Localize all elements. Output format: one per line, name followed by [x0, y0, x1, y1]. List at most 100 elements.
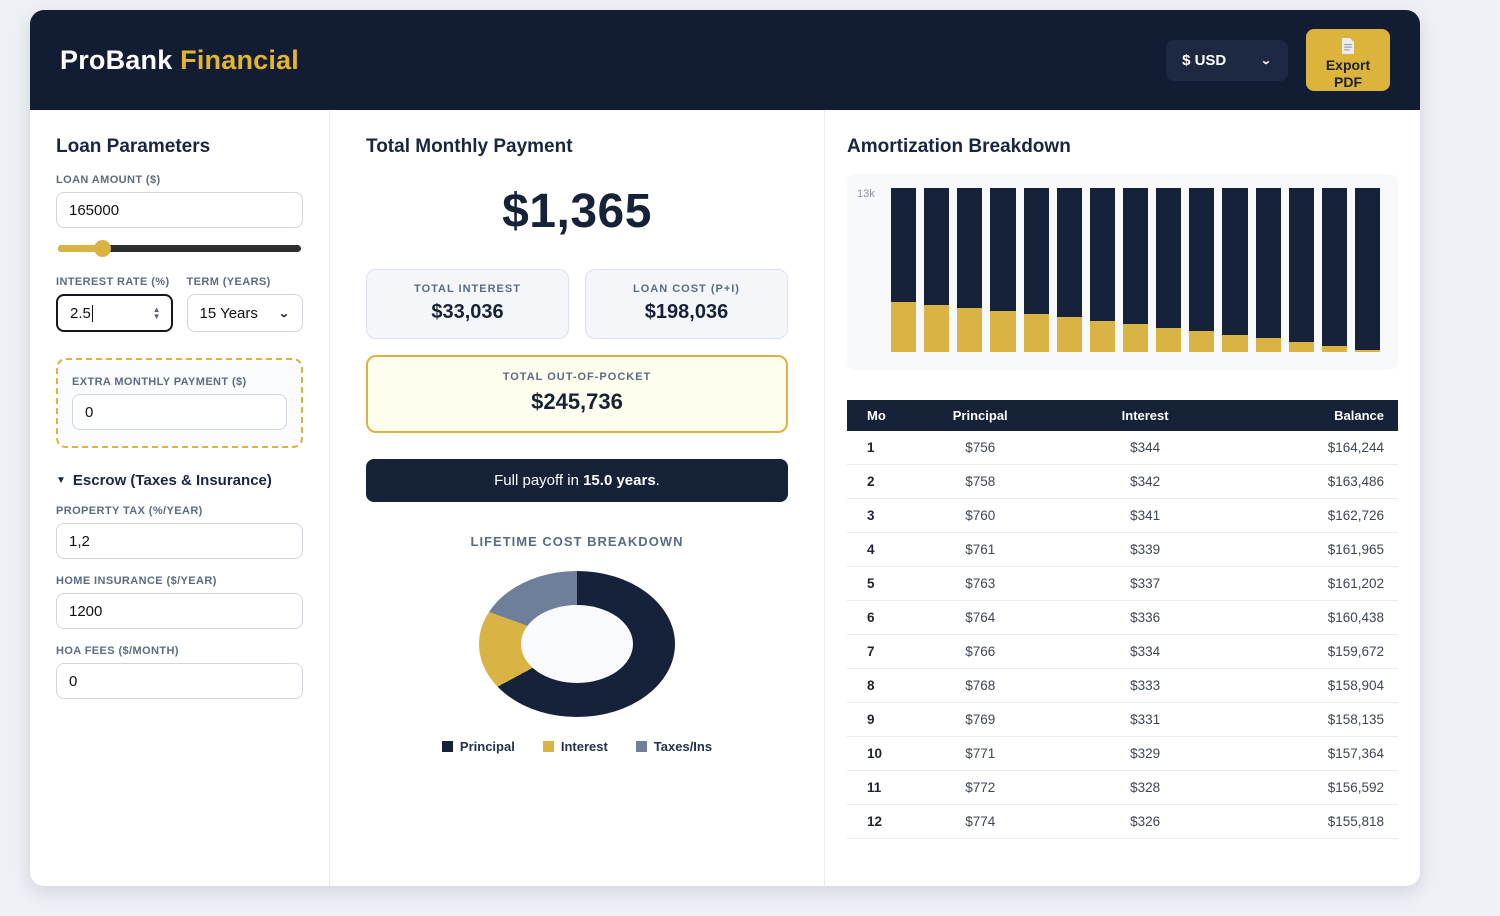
interest-segment	[924, 305, 950, 353]
payment-summary-panel: Total Monthly Payment $1,365 TOTAL INTER…	[330, 110, 825, 886]
cell-interest: $342	[1062, 464, 1228, 499]
out-of-pocket-value: $245,736	[531, 389, 623, 414]
property-tax-label: PROPERTY TAX (%/YEAR)	[56, 505, 203, 517]
amortization-table-body: 1 $756 $344 $164,244 2 $758 $342 $163,486 3 $760 $…	[847, 431, 1398, 839]
year-bar	[1321, 188, 1347, 353]
interest-segment	[1189, 331, 1215, 353]
payoff-prefix: Full payoff in	[494, 472, 584, 489]
cell-balance: $155,818	[1227, 804, 1398, 839]
extra-payment-input[interactable]	[72, 394, 287, 430]
principal-swatch-icon	[441, 741, 453, 752]
column-header-balance: Balance	[1227, 400, 1398, 431]
cell-principal: $766	[897, 634, 1063, 669]
y-axis-tick: 13k	[857, 188, 875, 200]
legend-item-interest: Interest	[542, 739, 608, 754]
cell-month: 4	[847, 532, 898, 567]
amortization-panel: Amortization Breakdown 13k Mo Principal …	[825, 110, 1420, 886]
spinner-down-icon[interactable]: ▼	[152, 312, 161, 321]
cell-balance: $164,244	[1227, 431, 1398, 465]
cell-interest: $333	[1062, 668, 1228, 703]
interest-segment	[1255, 338, 1281, 353]
cell-principal: $763	[897, 566, 1063, 601]
loan-parameters-title: Loan Parameters	[56, 136, 211, 157]
interest-rate-label: INTEREST RATE (%)	[56, 276, 170, 288]
total-interest-card: TOTAL INTEREST $33,036	[366, 269, 569, 339]
table-row: 9 $769 $331 $158,135	[847, 702, 1398, 737]
cell-month: 1	[847, 431, 898, 465]
currency-select[interactable]: $ USD ⌄	[1166, 39, 1288, 81]
payoff-suffix: .	[655, 472, 660, 489]
cell-interest: $337	[1062, 566, 1228, 601]
interest-segment	[1321, 346, 1347, 353]
property-tax-input[interactable]	[56, 523, 303, 559]
interest-segment	[1156, 327, 1182, 353]
total-interest-label: TOTAL INTEREST	[414, 283, 521, 295]
loan-amount-input[interactable]	[56, 192, 303, 228]
cell-interest: $334	[1062, 634, 1228, 669]
total-interest-value: $33,036	[431, 301, 504, 323]
interest-segment	[891, 302, 917, 353]
escrow-section-toggle[interactable]: ▼ Escrow (Taxes & Insurance)	[56, 472, 303, 489]
lifetime-cost-donut-chart	[479, 571, 675, 717]
year-bar	[1222, 188, 1248, 353]
slider-thumb[interactable]	[93, 240, 111, 257]
hoa-fees-input[interactable]	[56, 663, 303, 699]
cell-balance: $156,592	[1227, 770, 1398, 805]
interest-segment	[1354, 350, 1381, 353]
cell-principal: $756	[897, 431, 1063, 465]
term-select[interactable]: 15 Years ⌄	[186, 294, 303, 332]
cell-interest: $344	[1062, 431, 1228, 465]
cell-balance: $163,486	[1227, 464, 1398, 499]
header-bar: ProBank Financial $ USD ⌄ Export PDF	[30, 10, 1420, 110]
column-header-principal: Principal	[897, 400, 1063, 431]
out-of-pocket-label: TOTAL OUT-OF-POCKET	[502, 371, 652, 383]
cell-balance: $158,135	[1227, 702, 1398, 737]
number-spinner[interactable]: ▲ ▼	[152, 305, 161, 321]
slider-track	[58, 245, 301, 252]
cell-interest: $341	[1062, 498, 1228, 533]
slider-fill	[58, 245, 102, 252]
stat-cards-row: TOTAL INTEREST $33,036 LOAN COST (P+I) $…	[366, 269, 788, 339]
donut-hole	[521, 605, 633, 683]
export-pdf-button[interactable]: Export PDF	[1306, 29, 1390, 91]
loan-cost-card: LOAN COST (P+I) $198,036	[585, 269, 788, 339]
chevron-down-icon: ⌄	[278, 306, 290, 319]
cell-month: 10	[847, 736, 898, 771]
table-row: 4 $761 $339 $161,965	[847, 532, 1398, 567]
table-header: Mo Principal Interest Balance	[847, 400, 1398, 431]
column-header-month: Mo	[847, 400, 898, 431]
interest-segment	[1023, 314, 1049, 353]
column-header-interest: Interest	[1062, 400, 1228, 431]
cell-interest: $329	[1062, 736, 1228, 771]
cell-principal: $772	[897, 770, 1063, 805]
cell-month: 12	[847, 804, 898, 839]
table-row: 11 $772 $328 $156,592	[847, 770, 1398, 805]
cell-balance: $162,726	[1227, 498, 1398, 533]
document-icon	[1342, 38, 1354, 54]
year-bar	[1089, 188, 1115, 353]
cell-balance: $159,672	[1227, 634, 1398, 669]
caret-down-icon: ▼	[56, 475, 66, 486]
year-bar	[891, 188, 917, 353]
interest-rate-value: 2.5	[70, 304, 91, 322]
table-row: 5 $763 $337 $161,202	[847, 566, 1398, 601]
amortization-bars	[891, 188, 1381, 356]
spinner-up-icon[interactable]: ▲	[152, 305, 161, 314]
interest-rate-input[interactable]: 2.5 ▲ ▼	[56, 294, 173, 332]
cell-interest: $328	[1062, 770, 1228, 805]
home-insurance-input[interactable]	[56, 593, 303, 629]
legend-item-principal: Principal	[441, 739, 515, 754]
cell-balance: $161,202	[1227, 566, 1398, 601]
header-actions: $ USD ⌄ Export PDF	[1166, 29, 1390, 91]
interest-segment	[990, 311, 1016, 353]
escrow-title: Escrow (Taxes & Insurance)	[72, 472, 272, 489]
year-bar	[1255, 188, 1281, 353]
loan-amount-slider[interactable]	[58, 240, 301, 257]
extra-payment-label: EXTRA MONTHLY PAYMENT ($)	[72, 376, 247, 388]
out-of-pocket-card: TOTAL OUT-OF-POCKET $245,736	[366, 355, 788, 433]
cell-principal: $764	[897, 600, 1063, 635]
cell-balance: $160,438	[1227, 600, 1398, 635]
cell-balance: $157,364	[1227, 736, 1398, 771]
interest-segment	[1056, 317, 1082, 353]
cell-interest: $326	[1062, 804, 1228, 839]
